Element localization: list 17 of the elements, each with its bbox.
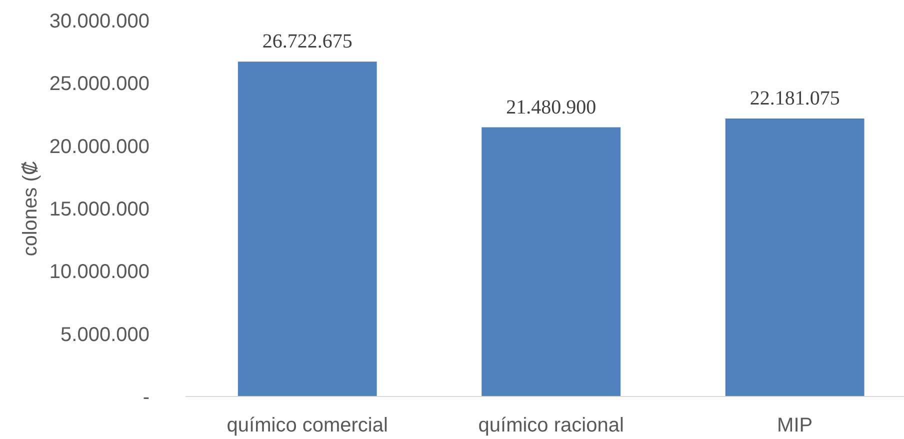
y-tick-label: 20.000.000 [49, 136, 150, 158]
bar [725, 118, 864, 396]
y-axis-title: colones (₡ [19, 160, 42, 256]
bar [482, 127, 621, 396]
y-tick-label: 10.000.000 [49, 261, 150, 284]
data-label: 21.480.900 [506, 96, 596, 118]
y-tick-label: 30.000.000 [49, 10, 150, 32]
x-tick-label: químico comercial [226, 414, 388, 436]
x-tick-label: MIP [777, 414, 813, 436]
bar [238, 62, 377, 396]
y-tick-label: - [142, 386, 150, 408]
y-tick-label: 15.000.000 [49, 198, 150, 220]
y-tick-label: 25.000.000 [49, 73, 150, 96]
data-label: 22.181.075 [750, 87, 840, 110]
y-tick-label: 5.000.000 [60, 324, 150, 346]
x-tick-label: químico racional [478, 414, 624, 436]
data-label: 26.722.675 [262, 30, 352, 53]
